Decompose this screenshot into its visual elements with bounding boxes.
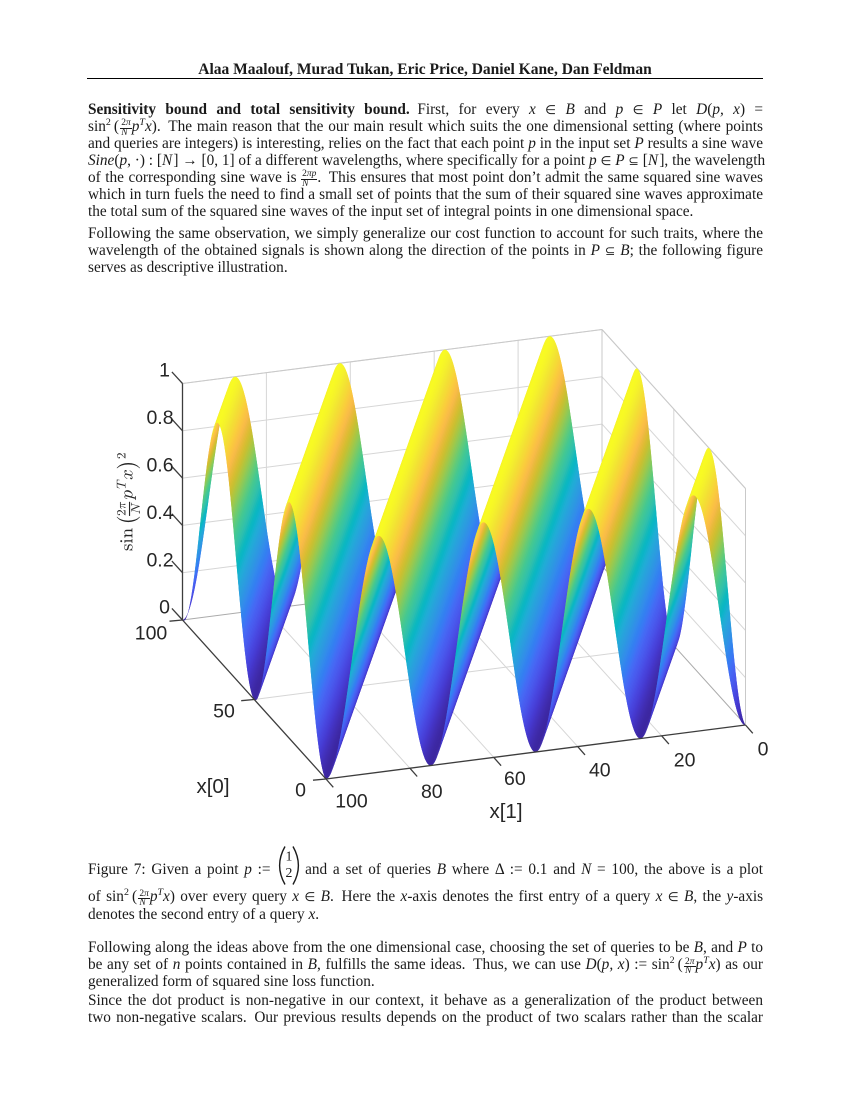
svg-text:1: 1 <box>159 360 170 382</box>
svg-text:0.4: 0.4 <box>146 502 173 524</box>
svg-text:0.8: 0.8 <box>146 407 173 429</box>
svg-text:x[0]: x[0] <box>196 775 229 798</box>
svg-text:0.2: 0.2 <box>146 549 173 571</box>
svg-text:0: 0 <box>159 597 170 619</box>
svg-text:40: 40 <box>589 760 611 782</box>
svg-text:60: 60 <box>504 768 526 790</box>
svg-text:0: 0 <box>295 779 306 801</box>
svg-text:0.6: 0.6 <box>146 455 173 477</box>
svg-text:100: 100 <box>335 790 368 812</box>
svg-text:100: 100 <box>135 623 168 645</box>
svg-text:2: 2 <box>286 865 293 880</box>
svg-text:0: 0 <box>758 739 769 761</box>
svg-text:1: 1 <box>286 849 293 864</box>
svg-text:80: 80 <box>421 781 443 803</box>
svg-text:20: 20 <box>674 750 696 772</box>
svg-text:50: 50 <box>213 701 235 723</box>
svg-text:x[1]: x[1] <box>489 800 522 823</box>
